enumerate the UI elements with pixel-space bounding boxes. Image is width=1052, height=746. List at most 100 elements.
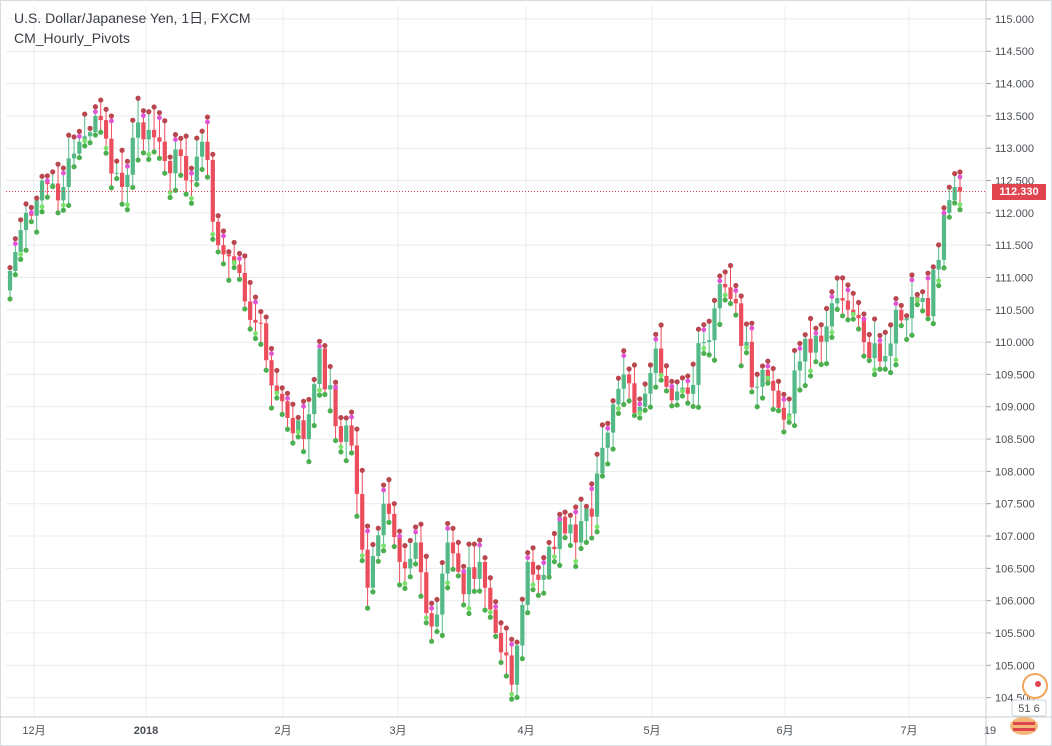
pivot-dot: [487, 614, 493, 620]
candle-body: [488, 587, 493, 610]
candle-body: [242, 272, 247, 302]
candle-body: [936, 259, 941, 270]
pivot-dot: [679, 393, 686, 399]
pivot-dot: [594, 451, 600, 457]
candle-body: [904, 318, 909, 321]
candle-body: [119, 172, 125, 187]
pivot-dot: [733, 288, 739, 293]
pivot-dot: [445, 526, 451, 531]
pivot-dot: [391, 501, 397, 507]
pivot-dot: [578, 545, 584, 552]
candle-body: [349, 425, 354, 446]
pivot-dot: [893, 295, 899, 302]
pivot-dot: [642, 381, 648, 387]
candle-body: [258, 322, 263, 324]
pivot-dot: [156, 110, 163, 116]
candle-body: [573, 524, 578, 543]
pivot-dot: [930, 321, 936, 327]
pivot-dot: [823, 305, 830, 312]
pivot-dot: [66, 132, 72, 138]
candle-body: [520, 604, 525, 646]
pivot-dot: [12, 241, 18, 247]
pivot-dot: [413, 561, 419, 567]
pivot-dot: [221, 233, 226, 239]
y-tick-label: 108.500: [995, 434, 1035, 446]
pivot-dot: [589, 535, 595, 541]
candle-body: [200, 141, 205, 157]
pivot-dot: [829, 329, 835, 335]
candle-body: [344, 425, 349, 442]
alert-dot-icon: [1035, 681, 1041, 687]
candle-body: [829, 303, 835, 327]
notification-widget[interactable]: 51 6: [1004, 672, 1048, 742]
pivot-dot: [925, 316, 931, 322]
pivot-dot: [268, 345, 275, 352]
pivot-dot: [119, 147, 125, 153]
candle-body: [216, 221, 221, 246]
pivot-dot: [583, 503, 590, 509]
candle-body: [808, 338, 813, 353]
candle-body: [184, 156, 189, 181]
pivot-dot: [599, 422, 606, 428]
pivot-dot: [658, 377, 664, 383]
pivot-dot: [50, 183, 56, 190]
candle-body: [941, 212, 947, 260]
pivot-dot: [514, 639, 520, 645]
pivot-dot: [813, 359, 819, 365]
pivot-dot: [637, 415, 643, 421]
indicator-name: CM_Hourly_Pivots: [14, 30, 130, 46]
pivot-dot: [215, 213, 221, 219]
pivot-dot: [146, 156, 152, 162]
candle-body: [301, 420, 306, 440]
pivot-dot: [455, 573, 461, 579]
x-tick-label: 7月: [900, 725, 917, 737]
pivot-dot: [493, 604, 499, 610]
pivot-dot: [226, 277, 232, 283]
pivot-dot: [157, 115, 162, 121]
pivot-dot: [103, 150, 109, 156]
pivot-dot: [210, 231, 216, 237]
y-tick-label: 106.500: [995, 563, 1035, 575]
pivot-dot: [866, 331, 872, 338]
candle-body: [168, 161, 173, 174]
candle-body: [461, 571, 466, 595]
candle-body: [456, 553, 461, 572]
candle-body: [125, 174, 130, 187]
pivot-dot: [493, 599, 499, 605]
pivot-dot: [71, 134, 77, 140]
pivot-dot: [338, 444, 344, 450]
pivot-dot: [349, 414, 354, 420]
candle-body: [328, 385, 333, 390]
pivot-dot: [284, 390, 291, 396]
pivot-dot: [834, 275, 840, 281]
candle-body: [568, 524, 573, 534]
pivot-dot: [172, 187, 179, 193]
pivot-dot: [925, 270, 931, 276]
pivot-dot: [658, 372, 664, 378]
candle-body: [109, 138, 114, 174]
pivot-dot: [295, 414, 301, 421]
candle-body: [248, 301, 253, 320]
pivot-dot: [626, 398, 632, 404]
pivot-dot: [813, 330, 819, 336]
pivot-dot: [151, 104, 157, 110]
current-price-badge: 112.330: [992, 183, 1046, 200]
candle-body: [776, 390, 781, 408]
pivot-dot: [413, 529, 419, 535]
pivot-dot: [140, 150, 147, 156]
pivot-dot: [823, 361, 830, 367]
pivot-dot: [754, 404, 760, 410]
pivot-dot: [717, 273, 723, 279]
pivot-dot: [92, 104, 98, 110]
pivot-dot: [781, 396, 787, 402]
pivot-dot: [936, 278, 942, 284]
pivot-dot: [834, 306, 840, 313]
y-tick-label: 111.000: [995, 272, 1033, 284]
pivot-dot: [189, 195, 194, 201]
pivot-dot: [599, 473, 606, 479]
candle-body: [877, 343, 883, 362]
pivot-dot: [386, 519, 392, 525]
candle-body: [685, 387, 690, 394]
pivot-dot: [685, 373, 691, 379]
